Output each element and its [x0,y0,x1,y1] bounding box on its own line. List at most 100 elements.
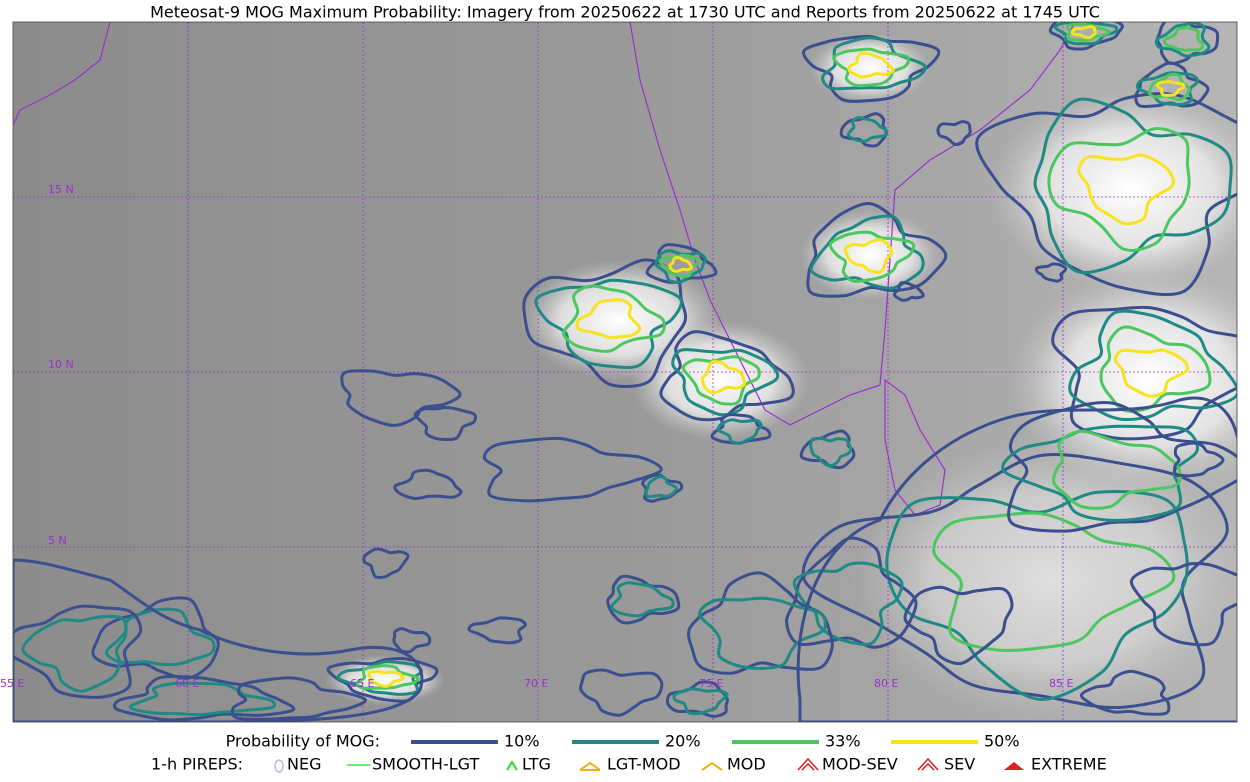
contour-1 [802,34,941,103]
contour-2 [644,475,678,499]
legend-label: 33% [825,732,861,751]
contour-2 [697,596,827,670]
contour-1 [13,604,143,699]
lon-label: 60 E [175,677,199,690]
contour-3 [562,284,666,353]
contour-2 [809,214,925,290]
contour-2 [792,561,904,646]
lat-label: 10 N [48,358,74,371]
legend-title: 1-h PIREPS: [151,755,243,774]
contour-3 [1099,325,1212,413]
contour-1 [687,571,834,675]
contour-1 [392,627,432,654]
lon-label: 70 E [524,677,548,690]
contour-4 [668,256,694,274]
contour-4 [1070,25,1097,40]
contour-3 [355,664,420,690]
contour-3 [681,355,761,406]
contour-2 [534,278,683,370]
contour-1 [975,92,1237,296]
contour-4 [367,670,405,688]
contour-1 [340,369,462,427]
contour-1 [1034,262,1068,283]
contour-2 [610,581,675,618]
contour-4 [700,360,747,395]
contour-4 [1113,348,1190,398]
legend-label: 20% [665,732,701,751]
contour-1 [796,396,1237,722]
legend-label: SEV [944,755,975,774]
contour-1 [230,676,367,721]
lon-label: 80 E [874,677,898,690]
contour-1 [903,585,1014,666]
contour-2 [1068,309,1237,422]
contour-1 [393,468,463,500]
clouds [325,33,1237,720]
contour-1 [482,436,663,503]
contour-2 [821,36,927,91]
contour-1 [801,453,1229,710]
contour-1 [467,616,527,645]
contours [13,22,1237,722]
contour-1 [362,547,410,579]
contour-2 [336,660,423,696]
contour-1 [645,243,718,284]
legend-label: 10% [504,732,540,751]
legend-label: MOD-SEV [822,755,898,774]
contour-2 [1053,22,1119,46]
legend-label: LGT-MOD [607,755,681,774]
lat-label: 15 N [48,183,74,196]
contour-2 [671,348,780,417]
contour-3 [1147,72,1191,102]
legend-label: SMOOTH-LGT [372,755,479,774]
contour-1 [936,120,972,146]
contour-1 [1129,562,1237,647]
contour-4 [1155,80,1186,97]
contour-1 [413,405,478,442]
contour-1 [665,680,729,718]
contour-1 [839,112,888,148]
probability-legend: 10% 20% 33% 50% [411,732,1020,751]
legend-label: EXTREME [1031,755,1107,774]
contour-1 [13,558,424,722]
map [13,22,1237,722]
contour-2 [104,607,216,667]
legend-label: MOD [727,755,766,774]
contour-2 [1154,22,1211,58]
contour-1 [799,429,856,470]
contour-3 [832,47,911,88]
contour-4 [575,298,642,340]
contour-3 [1051,429,1182,510]
contour-3 [658,253,701,278]
contour-2 [672,687,729,716]
contour-3 [1047,127,1191,252]
contour-1 [579,668,664,717]
contour-2 [1001,424,1199,522]
contour-2 [1135,71,1200,107]
graticule [13,22,1237,722]
title: Meteosat-9 MOG Maximum Probability: Imag… [150,3,1100,22]
contour-4 [843,237,894,274]
contour-1 [893,281,925,302]
legend-label: 50% [984,732,1020,751]
contour-2 [21,614,128,693]
lon-label: 55 E [0,677,24,690]
map-frame [12,21,1238,723]
legend-label: NEG [287,755,321,774]
lon-label: 65 E [350,677,374,690]
lon-label: 85 E [1049,677,1073,690]
contour-4 [847,51,895,79]
contour-4 [1077,153,1175,226]
contour-1 [1173,441,1225,478]
contour-2 [809,436,853,468]
contour-2 [716,418,763,445]
lon-label: 75 E [699,677,723,690]
lat-label: 5 N [48,534,67,547]
pirep-legend: NEG SMOOTH-LGT LTG LGT-MOD MOD MOD-SEV SEV EXTR… [274,755,1107,774]
contour-2 [846,116,889,143]
legend-title: Probability of MOG: [226,732,380,751]
contour-3 [1162,26,1205,52]
contour-3 [828,230,916,284]
contour-1 [606,574,681,625]
